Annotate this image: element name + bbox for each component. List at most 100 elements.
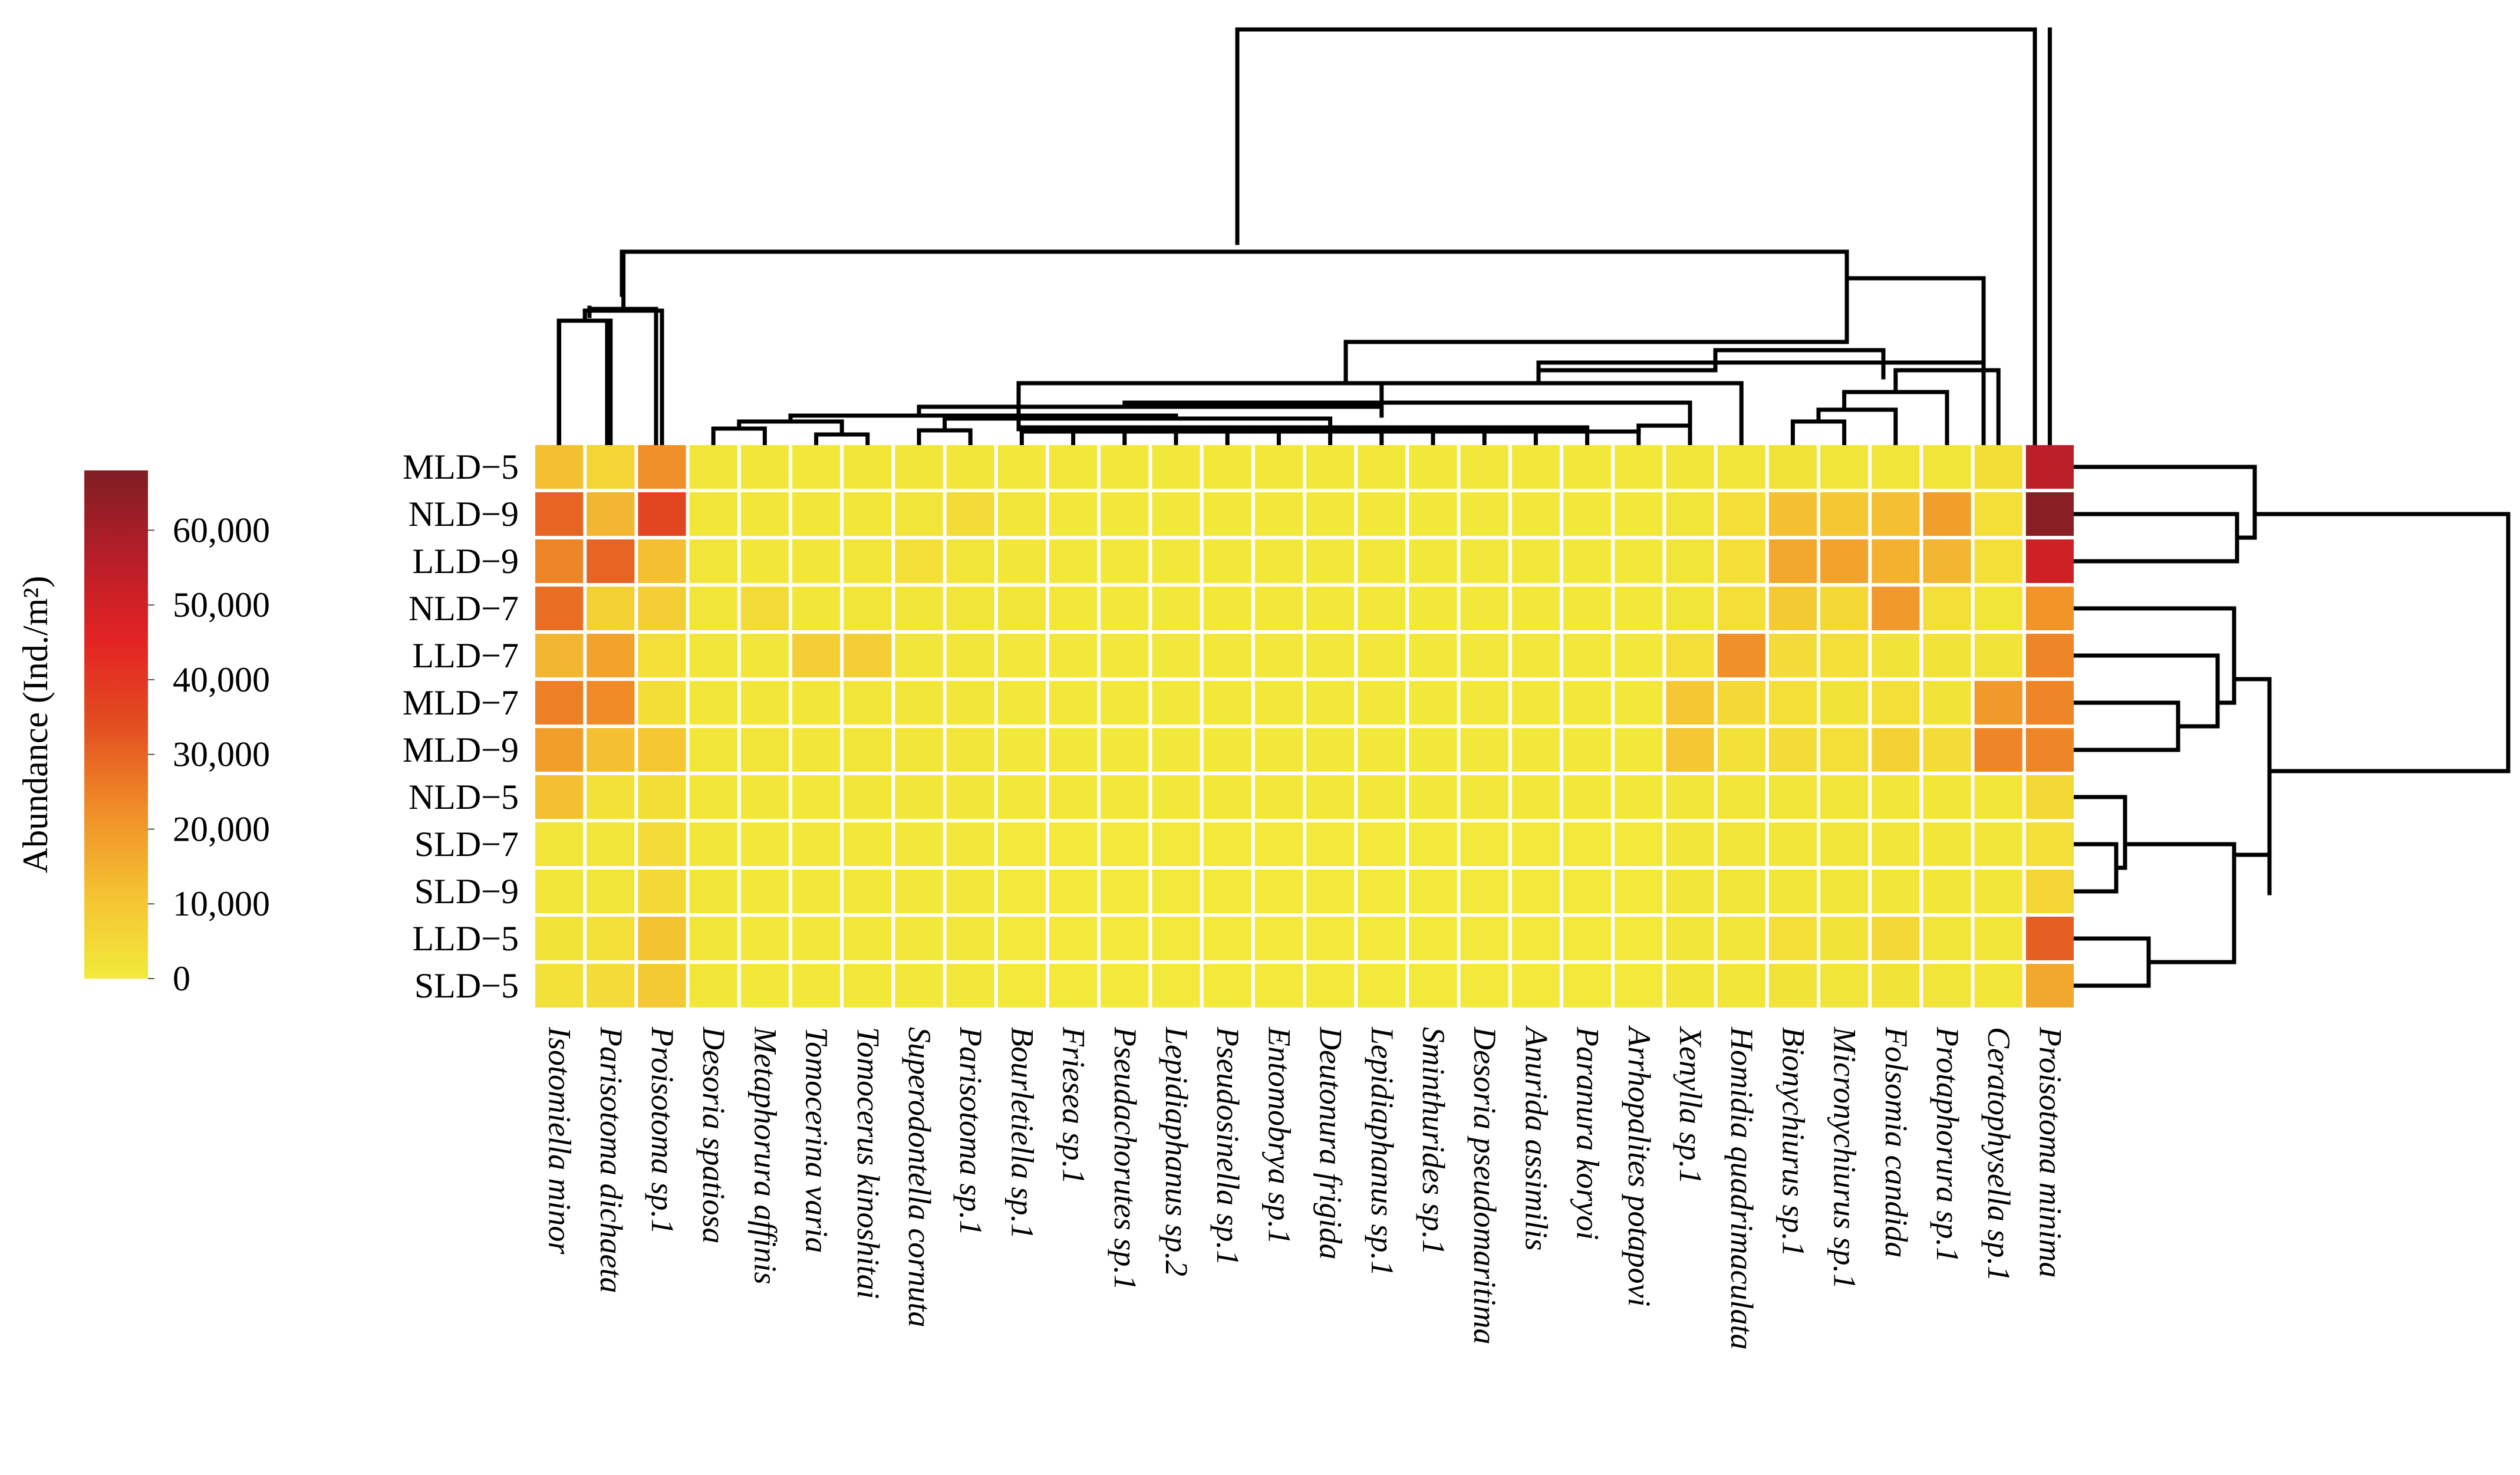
heatmap-cell [844,964,892,1008]
row-label: MLD−5 [403,447,519,486]
heatmap-cell [1666,492,1714,536]
heatmap-cell [946,681,994,725]
heatmap-cell [1923,539,1971,583]
heatmap-cell [1615,775,1663,819]
heatmap-cell [1717,634,1765,677]
heatmap-cell [638,587,686,630]
heatmap-cell [895,870,943,913]
heatmap-cell [1409,634,1457,677]
heatmap-cell [2025,870,2074,913]
heatmap-cell [1511,539,1560,583]
heatmap-cell [1511,870,1560,913]
heatmap-cell [1511,634,1560,677]
heatmap-cell [1306,445,1355,489]
heatmap-cell [895,539,943,583]
colorbar-tick-label: 0 [173,959,190,998]
heatmap-cell [1254,492,1303,536]
row-label: MLD−7 [403,683,519,722]
row-label: SLD−7 [414,825,519,864]
heatmap-cell [1460,445,1508,489]
heatmap-cell [895,634,943,677]
heatmap-cell [2025,492,2074,536]
heatmap-cell [895,681,943,725]
heatmap-cell [844,775,892,819]
heatmap-cell [2025,964,2074,1008]
heatmap-cell [1203,681,1251,725]
heatmap-cell [1923,917,1971,960]
heatmap-cell [1974,822,2022,866]
heatmap-cell [740,964,789,1008]
column-label: Lepidiaphanus sp.1 [1365,1026,1400,1276]
column-dendrogram-detail [557,27,2052,446]
heatmap-cell [1872,870,1920,913]
row-label: NLD−5 [409,778,519,816]
column-label: Protaphorura sp.1 [1930,1026,1965,1263]
heatmap-cell [1101,539,1149,583]
heatmap-cell [792,539,841,583]
column-label: Lepidiaphanus sp.2 [1159,1026,1194,1276]
heatmap-cell [638,492,686,536]
heatmap-cell [638,870,686,913]
heatmap-cell [1563,964,1612,1008]
heatmap-cell [1563,917,1612,960]
heatmap-cell [895,587,943,630]
heatmap-cell [895,917,943,960]
heatmap-cell [1872,445,1920,489]
heatmap-cell [997,917,1046,960]
heatmap-cell [535,681,584,725]
heatmap-cell [1717,445,1765,489]
heatmap-cell [740,822,789,866]
heatmap-cell [1666,634,1714,677]
heatmap-cell [535,775,584,819]
heatmap-cell [1409,917,1457,960]
row-labels: MLD−5 NLD−9 LLD−9 NLD−7 LLD−7 MLD−7 MLD−9 NLD−5… [403,447,519,1005]
heatmap-cell [1923,681,1971,725]
heatmap-cell [1254,728,1303,772]
heatmap-cell [1358,822,1406,866]
heatmap-cell [1768,775,1817,819]
heatmap-cell [1872,634,1920,677]
column-label: Parisotoma dichaeta [594,1026,629,1293]
heatmap-cell [1358,870,1406,913]
heatmap-cell [1974,728,2022,772]
heatmap-cell [1254,964,1303,1008]
heatmap-cell [844,728,892,772]
column-label: Arrhopalites potapovi [1622,1025,1657,1307]
heatmap-cell [1203,445,1251,489]
heatmap-cell [638,681,686,725]
heatmap-cell [587,445,635,489]
heatmap-cell [1923,634,1971,677]
heatmap-cell [587,492,635,536]
heatmap-cell [1511,681,1560,725]
column-label: Tomocerus kinoshitai [851,1027,886,1299]
heatmap-cell [1358,964,1406,1008]
heatmap-cell [1820,775,1869,819]
column-dendrogram [556,27,2037,459]
column-label: Entomobrya sp.1 [1261,1026,1297,1244]
heatmap-cell [1615,870,1663,913]
heatmap-cell [1511,822,1560,866]
heatmap-cell [1666,775,1714,819]
heatmap-cell [1768,539,1817,583]
heatmap-cell [1768,728,1817,772]
heatmap-cell [1923,870,1971,913]
heatmap-cell [997,964,1046,1008]
heatmap-cell [587,539,635,583]
heatmap-cell [689,870,737,913]
heatmap-cell [792,822,841,866]
column-label: Bourletiella sp.1 [1004,1027,1040,1239]
heatmap-cell [1460,917,1508,960]
heatmap-cell [587,917,635,960]
heatmap-cell [792,681,841,725]
colorbar-ticks: 0 10,000 20,000 30,000 40,000 50,000 60,000 [148,511,270,998]
heatmap-cell [946,492,994,536]
heatmap-cell [1563,539,1612,583]
heatmap-cell [587,587,635,630]
heatmap-cell [1409,445,1457,489]
column-label: Anurida assimilis [1518,1025,1554,1251]
heatmap-cell [1152,728,1200,772]
heatmap-cell [1563,445,1612,489]
heatmap-cell [1666,870,1714,913]
heatmap-cell [1409,587,1457,630]
heatmap-cell [1460,964,1508,1008]
